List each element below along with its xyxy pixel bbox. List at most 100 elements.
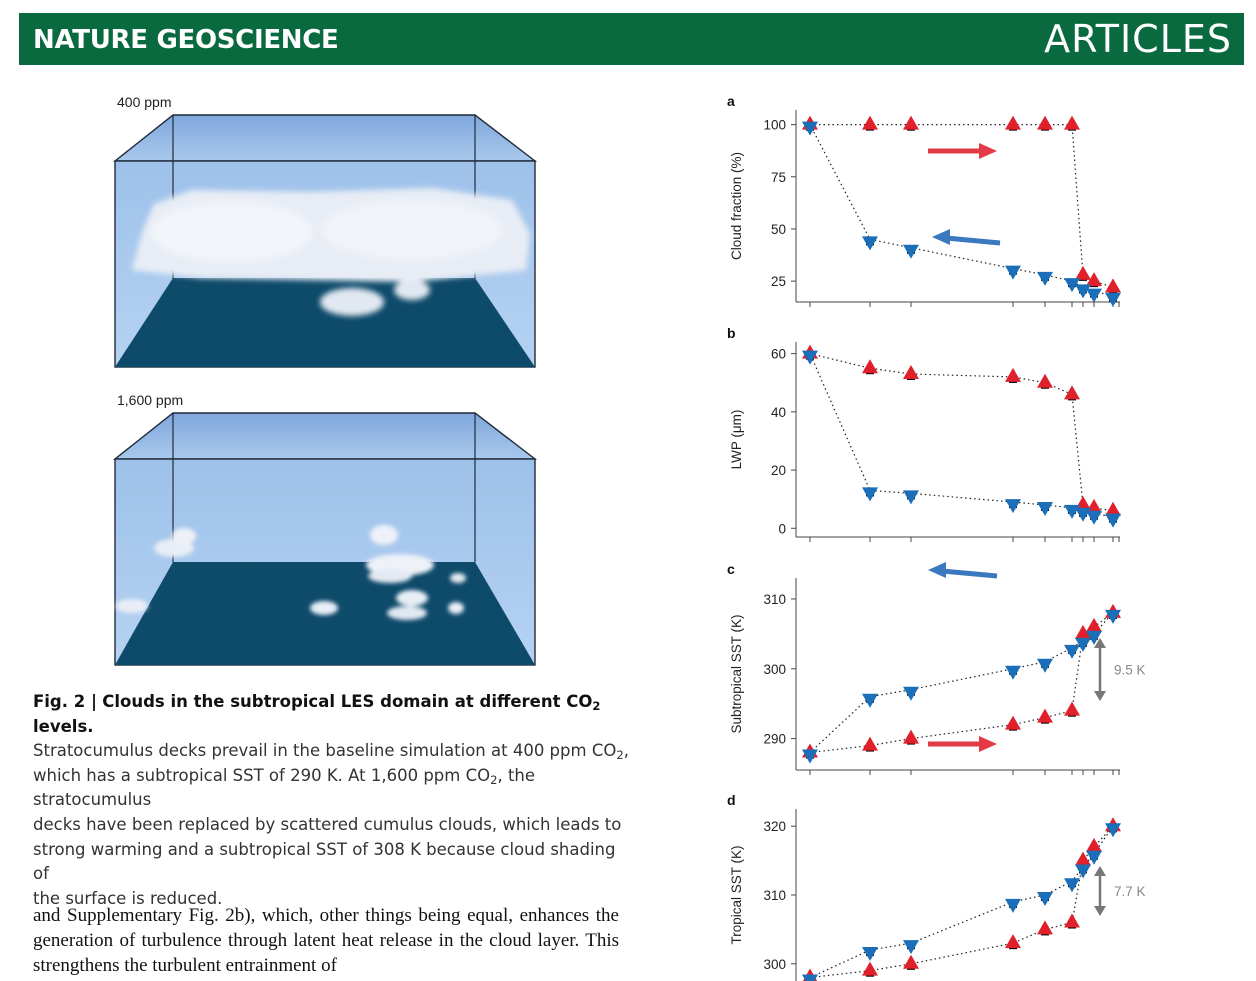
- warming-branch-point: [862, 961, 878, 976]
- cooling-branch-point: [1037, 271, 1053, 286]
- cooling-branch-point: [1086, 288, 1102, 303]
- cooling-branch-point: [1075, 864, 1091, 879]
- caption-line-2: which has a subtropical SST of 290 K. At…: [33, 765, 536, 810]
- box-top-face: [112, 114, 538, 162]
- cooling-branch-point: [1105, 609, 1121, 624]
- y-tick-label: 310: [763, 592, 786, 607]
- cooling-branch-point: [903, 490, 919, 505]
- panel-letter-a: a: [727, 93, 735, 109]
- ocean-surface: [115, 278, 535, 367]
- plot-area: [802, 817, 1121, 981]
- temperature-span-label: 9.5 K: [1114, 663, 1146, 678]
- y-tick-label: 290: [763, 732, 786, 747]
- journal-name: NATURE GEOSCIENCE: [33, 25, 339, 55]
- cooling-branch-point: [1075, 284, 1091, 299]
- span-arrowhead-bottom: [1094, 906, 1106, 916]
- warming-branch-point: [1105, 501, 1121, 516]
- cooling-branch-point: [1105, 513, 1121, 528]
- figure-caption: Fig. 2 | Clouds in the subtropical LES d…: [33, 690, 633, 911]
- warming-branch-point: [1086, 617, 1102, 632]
- warming-branch-point: [1075, 265, 1091, 280]
- cooling-branch-point: [1086, 510, 1102, 525]
- y-tick-label: 20: [771, 463, 786, 478]
- warming-branch-point: [1064, 701, 1080, 716]
- blue-arrowhead: [928, 562, 946, 578]
- warming-branch-point: [903, 115, 919, 130]
- warming-branch-point: [1037, 115, 1053, 130]
- warming-branch-point: [1005, 934, 1021, 949]
- cooling-branch-point: [862, 947, 878, 962]
- y-tick-label: 300: [763, 662, 786, 677]
- blue-arrowhead: [932, 229, 950, 245]
- warming-branch-point: [1005, 115, 1021, 130]
- y-tick-label: 0: [778, 521, 786, 536]
- warming-branch-point: [1037, 708, 1053, 723]
- cooling-branch-point: [1005, 898, 1021, 913]
- warming-branch-point: [903, 365, 919, 380]
- y-tick-label: 50: [771, 222, 786, 237]
- warming-branch-point: [1005, 367, 1021, 382]
- chart-panel-c: c Subtropical SST (K) 290 300 310 9.5 K: [727, 561, 1146, 775]
- warming-branch-point: [1075, 851, 1091, 866]
- cooling-branch-point: [1064, 644, 1080, 659]
- cooling-branch-point: [802, 121, 818, 136]
- warming-branch-point: [903, 954, 919, 969]
- warming-branch-point: [1105, 278, 1121, 293]
- warming-branch-point: [1037, 373, 1053, 388]
- panel-label-400ppm: 400 ppm: [117, 94, 172, 110]
- span-arrowhead-bottom: [1094, 691, 1106, 701]
- cooling-branch-point: [903, 244, 919, 259]
- warming-branch-point: [1064, 385, 1080, 400]
- y-tick-label: 100: [763, 118, 786, 133]
- caption-line-4: strong warming and a subtropical SST of …: [33, 839, 616, 884]
- section-label: ARTICLES: [1044, 17, 1232, 61]
- cooling-branch-point: [1064, 278, 1080, 293]
- cooling-branch-point: [1005, 665, 1021, 680]
- cooling-branch-point: [903, 686, 919, 701]
- warming-branch-point: [903, 729, 919, 744]
- box-top-face: [112, 412, 538, 460]
- warming-branch-point: [1075, 624, 1091, 639]
- plot-area: [802, 603, 1121, 764]
- cooling-branch-point: [1005, 265, 1021, 280]
- cooling-branch-point: [1037, 892, 1053, 906]
- hysteresis-charts: a Cloud fraction (%) 25 50 75 100 b LWP (μm) 0 20…: [727, 93, 1146, 981]
- stratocumulus-deck: [132, 188, 530, 316]
- caption-line-1: Stratocumulus decks prevail in the basel…: [33, 741, 629, 763]
- panel-letter-b: b: [727, 325, 736, 341]
- warming-branch-point: [1005, 715, 1021, 730]
- warming-branch-point: [862, 359, 878, 374]
- red-arrowhead: [979, 736, 997, 752]
- y-tick-label: 300: [763, 957, 786, 972]
- span-arrowhead-top: [1094, 638, 1106, 648]
- caption-title: Clouds in the subtropical LES domain at …: [33, 692, 601, 736]
- cooling-branch-point: [1037, 501, 1053, 516]
- y-tick-label: 75: [771, 170, 786, 185]
- hysteresis-loop-line: [809, 124, 1114, 297]
- cumulus-clouds: [116, 525, 466, 620]
- les-domain-1600ppm: [112, 412, 538, 666]
- cooling-branch-point: [1037, 658, 1053, 673]
- journal-banner: NATURE GEOSCIENCE ARTICLES: [19, 13, 1244, 65]
- cooling-branch-point: [862, 236, 878, 251]
- warming-branch-point: [1086, 837, 1102, 852]
- panel-label-1600ppm: 1,600 ppm: [117, 392, 184, 408]
- panel-letter-c: c: [727, 561, 735, 577]
- hysteresis-loop-line: [809, 612, 1114, 754]
- cooling-branch-point: [1086, 630, 1102, 645]
- y-tick-label: 40: [771, 405, 786, 420]
- cooling-branch-point: [1105, 823, 1121, 838]
- cooling-branch-point: [802, 749, 818, 764]
- blue-direction-arrow: [941, 568, 998, 579]
- les-domain-400ppm: [112, 114, 538, 368]
- warming-branch-point: [1037, 920, 1053, 935]
- y-axis-label: Cloud fraction (%): [729, 152, 744, 260]
- caption-fig-label: Fig. 2 |: [33, 692, 98, 711]
- span-arrowhead-top: [1094, 866, 1106, 876]
- hysteresis-loop-line: [809, 825, 1114, 979]
- chart-panel-d: d Tropical SST (K) 300 310 320 7.7 K: [727, 792, 1146, 981]
- article-body-text: and Supplementary Fig. 2b), which, other…: [33, 905, 619, 976]
- cooling-branch-point: [1005, 499, 1021, 514]
- cooling-branch-point: [1064, 878, 1080, 893]
- caption-line-3: decks have been replaced by scattered cu…: [33, 814, 622, 834]
